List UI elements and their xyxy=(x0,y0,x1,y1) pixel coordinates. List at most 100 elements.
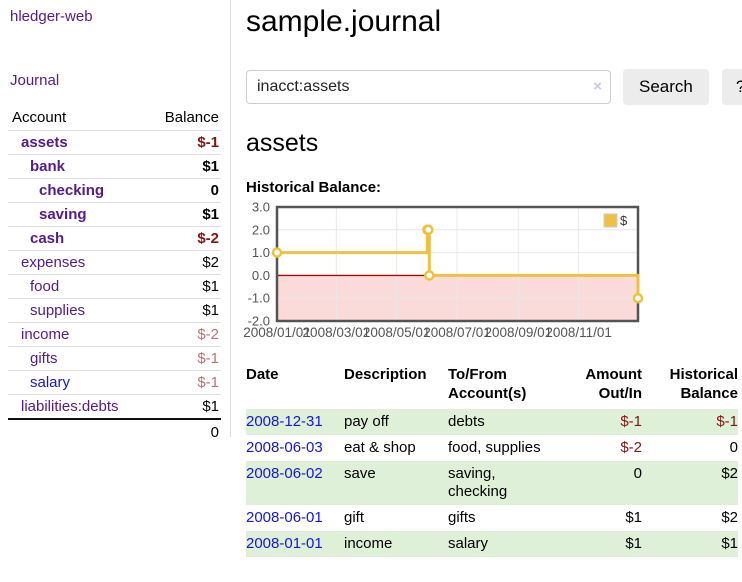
account-row: checking 0 xyxy=(8,178,221,203)
register-header-amount: Amount Out/In xyxy=(585,366,642,402)
account-row: supplies $1 xyxy=(8,298,221,323)
sidebar-item-journal[interactable]: Journal xyxy=(10,72,60,89)
account-link-income[interactable]: income xyxy=(21,326,70,343)
account-link-assets[interactable]: assets xyxy=(21,134,68,151)
search-form: × Search ? xyxy=(246,69,742,105)
register-row: 2008-01-01 income salary $1 $1 xyxy=(246,531,738,557)
x-axis-tick-label: 2008/11/01 xyxy=(545,325,612,340)
transaction-date-link[interactable]: 2008-06-02 xyxy=(246,465,323,482)
register-row: 2008-06-02 save saving, checking 0 $2 xyxy=(246,461,738,505)
data-point-marker xyxy=(632,292,644,304)
account-heading: assets xyxy=(246,129,319,157)
accounts-table: Account Balance assets $-1 bank $1 checking 0… xyxy=(8,106,221,444)
account-link-bank[interactable]: bank xyxy=(30,158,66,175)
account-row: liabilities:debts $1 xyxy=(8,394,221,420)
account-balance: $-2 xyxy=(149,226,221,251)
transaction-date-link[interactable]: 2008-06-03 xyxy=(246,439,323,456)
legend-label: $ xyxy=(620,213,628,228)
transaction-description: save xyxy=(344,465,376,482)
register-header-date: Date xyxy=(246,365,344,409)
account-link-supplies[interactable]: supplies xyxy=(30,302,86,319)
data-point-marker xyxy=(423,224,434,236)
transaction-description: eat & shop xyxy=(344,439,416,456)
account-link-salary[interactable]: salary xyxy=(30,374,71,391)
account-balance: $2 xyxy=(149,250,221,275)
account-row: assets $-1 xyxy=(8,130,221,155)
chart-title: Historical Balance: xyxy=(246,179,382,196)
account-link-gifts[interactable]: gifts xyxy=(30,350,58,367)
account-balance: $1 xyxy=(149,202,221,227)
y-axis-tick-label: 1.0 xyxy=(252,245,270,260)
account-balance: $1 xyxy=(149,298,221,323)
transaction-accounts: salary xyxy=(448,535,489,552)
date-header-label: Date xyxy=(246,366,279,383)
account-row: expenses $2 xyxy=(8,250,221,275)
account-row: cash $-2 xyxy=(8,226,221,251)
register-header-description: Description xyxy=(344,366,427,383)
accounts-header-row: Account Balance xyxy=(8,106,221,131)
y-axis-tick-label: 3.0 xyxy=(252,200,270,215)
account-link-expenses[interactable]: expenses xyxy=(21,254,86,271)
help-button[interactable]: ? xyxy=(721,69,742,105)
register-header-balance: Historical Balance xyxy=(669,366,738,402)
account-row: food $1 xyxy=(8,274,221,299)
account-row: salary $-1 xyxy=(8,370,221,395)
account-balance: 0 xyxy=(149,178,221,203)
account-balance: $-1 xyxy=(149,346,221,371)
transaction-accounts: saving, checking xyxy=(448,465,508,500)
transaction-description: gift xyxy=(344,509,365,526)
transaction-accounts: debts xyxy=(448,413,485,430)
register-header-row: Date Description To/From Account(s) Amou… xyxy=(246,365,738,409)
transaction-description: pay off xyxy=(344,413,389,430)
transaction-accounts: gifts xyxy=(448,509,476,526)
account-link-checking[interactable]: checking xyxy=(39,182,105,199)
x-axis-tick-label: 2008/05/01 xyxy=(363,325,431,340)
register-row: 2008-06-01 gift gifts $1 $2 xyxy=(246,505,738,531)
transaction-date-link[interactable]: 2008-12-31 xyxy=(246,413,323,430)
sidebar-divider xyxy=(230,0,231,437)
data-point-marker xyxy=(271,247,283,258)
clear-search-icon[interactable]: × xyxy=(593,78,602,95)
account-link-saving[interactable]: saving xyxy=(39,206,87,223)
y-axis-tick-label: -2.0 xyxy=(248,314,270,329)
search-button[interactable]: Search xyxy=(623,69,709,105)
account-balance: $1 xyxy=(149,274,221,299)
transaction-date-link[interactable]: 2008-01-01 xyxy=(246,535,323,552)
transaction-balance: 0 xyxy=(729,439,738,456)
register-row: 2008-06-03 eat & shop food, supplies $-2 0 xyxy=(246,435,738,461)
transaction-accounts: food, supplies xyxy=(448,439,541,456)
x-axis-tick-label: 2008/03/01 xyxy=(303,325,371,340)
account-row: bank $1 xyxy=(8,154,221,179)
transaction-amount: $1 xyxy=(625,535,642,552)
account-link-liabilities-debts[interactable]: liabilities:debts xyxy=(21,398,119,415)
account-link-cash[interactable]: cash xyxy=(30,230,65,247)
y-axis-tick-label: -1.0 xyxy=(248,291,270,306)
account-row: gifts $-1 xyxy=(8,346,221,371)
account-balance: $-2 xyxy=(149,322,221,347)
plot-border xyxy=(275,205,640,323)
page-title: sample.journal xyxy=(246,5,442,38)
x-axis-tick-label: 2008/09/01 xyxy=(485,325,553,340)
transaction-amount: $-2 xyxy=(620,439,642,456)
account-link-food[interactable]: food xyxy=(30,278,60,295)
transaction-amount: $1 xyxy=(625,509,642,526)
accounts-total-row: 0 xyxy=(8,418,221,444)
y-axis-tick-label: 2.0 xyxy=(252,222,270,237)
sidebar: hledger-web Journal Account Balance asse… xyxy=(0,0,230,444)
transaction-balance: $2 xyxy=(721,509,738,526)
data-point-marker xyxy=(424,270,435,281)
app-title-link[interactable]: hledger-web xyxy=(10,8,93,25)
x-axis-tick-label: 2008/07/01 xyxy=(423,325,491,340)
account-row: saving $1 xyxy=(8,202,221,227)
transaction-date-link[interactable]: 2008-06-01 xyxy=(246,509,323,526)
accounts-total-balance: 0 xyxy=(149,418,221,444)
main-content: sample.journal × Search ? assets Histori… xyxy=(243,0,742,557)
register-body: 2008-12-31 pay off debts $-1 $-1 2008-06-03 ea… xyxy=(246,409,738,557)
legend-swatch xyxy=(603,213,618,228)
transaction-description: income xyxy=(344,535,393,552)
search-box: × xyxy=(246,70,611,104)
account-row: income $-2 xyxy=(8,322,221,347)
search-input[interactable] xyxy=(246,70,611,104)
y-axis-tick-label: 0.0 xyxy=(252,268,270,283)
account-balance: $1 xyxy=(149,154,221,179)
